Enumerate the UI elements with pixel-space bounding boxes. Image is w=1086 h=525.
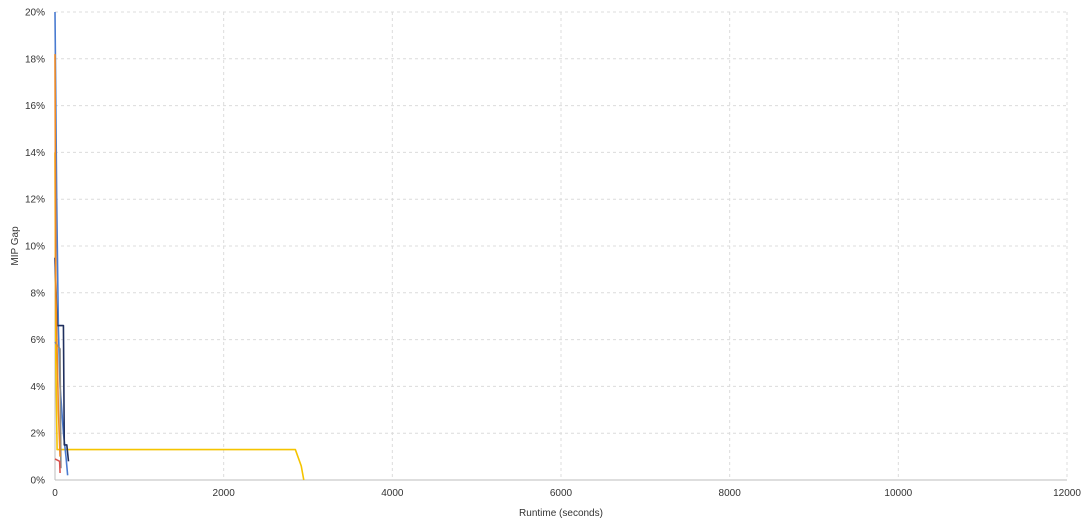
series-layer — [54, 11, 305, 481]
x-tick-label: 2000 — [213, 488, 236, 499]
x-tick-label: 8000 — [719, 488, 742, 499]
series-line-5 — [54, 54, 61, 457]
x-tick-label: 4000 — [381, 488, 404, 499]
y-tick-label: 6% — [31, 335, 46, 346]
series-line-1 — [54, 152, 305, 481]
x-tick-label: 6000 — [550, 488, 573, 499]
y-tick-label: 0% — [31, 476, 46, 487]
series-line-6 — [54, 458, 61, 474]
grid-layer — [55, 11, 1068, 480]
y-tick-label: 18% — [25, 54, 45, 65]
y-tick-label: 2% — [31, 429, 46, 440]
y-tick-label: 12% — [25, 195, 45, 206]
y-axis-title: MIP Gap — [10, 226, 21, 266]
label-layer: 0% 2% 4% 6% 8% 10% 12% 14% 16% 18% 20% 0 2000 4000 600… — [25, 8, 1081, 500]
x-axis-title: Runtime (seconds) — [519, 508, 603, 519]
x-tick-label: 12000 — [1053, 488, 1081, 499]
y-tick-label: 14% — [25, 148, 45, 159]
y-tick-label: 16% — [25, 101, 45, 112]
x-tick-label: 0 — [52, 488, 58, 499]
y-tick-label: 4% — [31, 382, 46, 393]
y-tick-label: 10% — [25, 242, 45, 253]
y-tick-label: 8% — [31, 288, 46, 299]
x-tick-label: 10000 — [884, 488, 912, 499]
y-tick-label: 20% — [25, 8, 45, 19]
